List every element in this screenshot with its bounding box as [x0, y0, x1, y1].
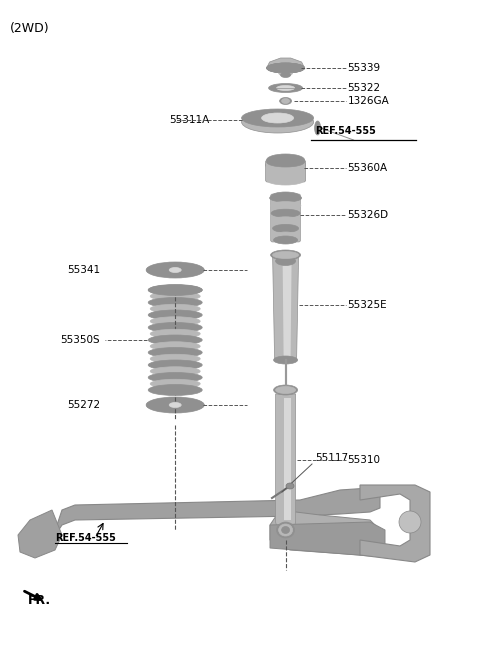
- Ellipse shape: [148, 285, 202, 295]
- FancyBboxPatch shape: [265, 160, 306, 182]
- Ellipse shape: [146, 397, 204, 413]
- Ellipse shape: [266, 154, 305, 166]
- Ellipse shape: [148, 285, 202, 295]
- Ellipse shape: [146, 262, 204, 278]
- Ellipse shape: [169, 403, 181, 407]
- Text: 55325E: 55325E: [348, 300, 387, 310]
- Ellipse shape: [282, 98, 289, 104]
- Polygon shape: [18, 510, 62, 558]
- Ellipse shape: [282, 527, 289, 533]
- Ellipse shape: [266, 63, 305, 73]
- Ellipse shape: [276, 85, 295, 91]
- Ellipse shape: [165, 401, 185, 409]
- Ellipse shape: [150, 342, 200, 351]
- Ellipse shape: [281, 73, 290, 77]
- Ellipse shape: [274, 236, 298, 244]
- Ellipse shape: [148, 348, 202, 358]
- Polygon shape: [360, 485, 430, 562]
- Ellipse shape: [148, 323, 202, 333]
- Ellipse shape: [274, 385, 298, 395]
- Text: REF.54-555: REF.54-555: [316, 126, 376, 136]
- Ellipse shape: [274, 356, 298, 364]
- Ellipse shape: [148, 298, 202, 308]
- Ellipse shape: [266, 63, 305, 73]
- Ellipse shape: [148, 310, 202, 320]
- Ellipse shape: [266, 63, 305, 73]
- Text: (2WD): (2WD): [10, 22, 49, 35]
- Polygon shape: [283, 259, 291, 356]
- Ellipse shape: [150, 379, 200, 388]
- Ellipse shape: [265, 158, 306, 172]
- Text: 55272: 55272: [67, 400, 100, 410]
- Polygon shape: [270, 522, 385, 556]
- Text: 1326GA: 1326GA: [348, 96, 389, 106]
- Ellipse shape: [269, 83, 302, 92]
- Ellipse shape: [262, 113, 294, 123]
- Ellipse shape: [150, 329, 200, 338]
- Text: 55311A: 55311A: [169, 115, 210, 125]
- Text: 55117: 55117: [315, 453, 348, 463]
- Ellipse shape: [150, 292, 200, 300]
- Ellipse shape: [148, 373, 202, 382]
- Ellipse shape: [241, 109, 313, 127]
- Polygon shape: [284, 398, 290, 520]
- FancyBboxPatch shape: [271, 194, 300, 242]
- Ellipse shape: [266, 157, 305, 167]
- Ellipse shape: [265, 159, 306, 171]
- Ellipse shape: [146, 398, 204, 412]
- Ellipse shape: [276, 256, 296, 266]
- Text: 55322: 55322: [348, 83, 381, 93]
- Polygon shape: [266, 58, 305, 68]
- Text: FR.: FR.: [28, 594, 51, 607]
- Polygon shape: [273, 255, 299, 360]
- Polygon shape: [276, 394, 296, 530]
- Ellipse shape: [146, 263, 204, 277]
- Ellipse shape: [273, 251, 299, 258]
- Ellipse shape: [273, 232, 298, 240]
- Ellipse shape: [273, 224, 299, 232]
- Polygon shape: [52, 488, 380, 540]
- Ellipse shape: [272, 192, 300, 200]
- Ellipse shape: [169, 268, 181, 272]
- Ellipse shape: [314, 121, 321, 135]
- Ellipse shape: [399, 511, 421, 533]
- Ellipse shape: [278, 524, 293, 536]
- Ellipse shape: [150, 304, 200, 314]
- Ellipse shape: [150, 367, 200, 376]
- Ellipse shape: [148, 360, 202, 370]
- Text: 55310: 55310: [348, 455, 381, 465]
- Ellipse shape: [271, 250, 300, 260]
- Ellipse shape: [286, 483, 294, 489]
- Ellipse shape: [278, 70, 293, 76]
- Ellipse shape: [276, 386, 296, 394]
- Ellipse shape: [165, 266, 185, 274]
- Ellipse shape: [266, 175, 305, 185]
- Text: REF.54-555: REF.54-555: [55, 533, 116, 543]
- Ellipse shape: [150, 354, 200, 363]
- Ellipse shape: [150, 317, 200, 326]
- Ellipse shape: [271, 209, 300, 217]
- Ellipse shape: [270, 194, 301, 202]
- Ellipse shape: [270, 201, 301, 210]
- Text: 55326D: 55326D: [348, 210, 389, 220]
- Ellipse shape: [148, 384, 202, 396]
- Ellipse shape: [241, 111, 313, 133]
- Text: 55350S: 55350S: [60, 335, 100, 345]
- Text: 55339: 55339: [348, 63, 381, 73]
- Ellipse shape: [276, 522, 295, 538]
- Text: 55360A: 55360A: [348, 163, 388, 173]
- Text: 55341: 55341: [67, 265, 100, 275]
- Ellipse shape: [148, 335, 202, 345]
- Ellipse shape: [279, 98, 291, 104]
- Ellipse shape: [272, 216, 300, 225]
- Polygon shape: [270, 510, 380, 555]
